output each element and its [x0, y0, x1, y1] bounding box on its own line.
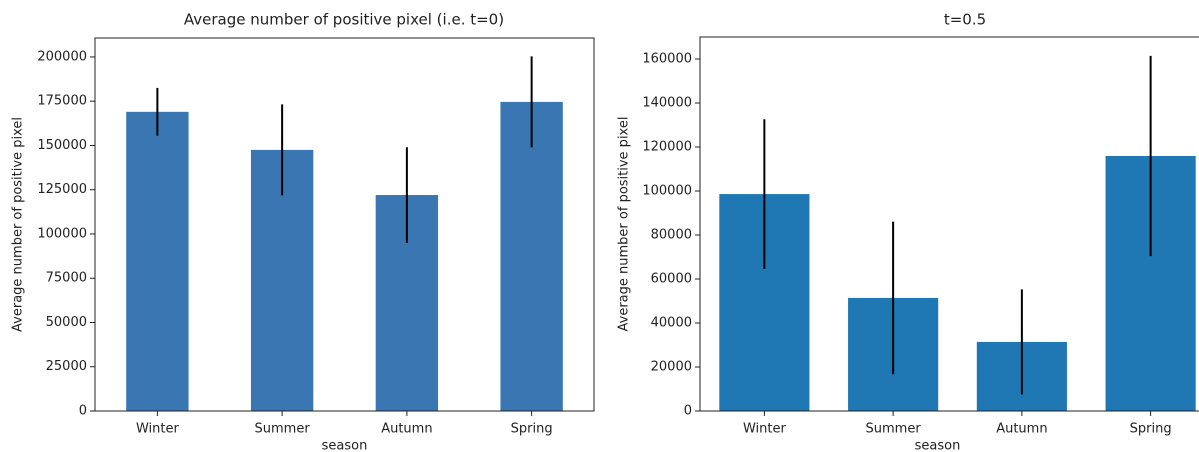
y-tick-label: 175000 — [37, 94, 87, 109]
y-axis-label: Average number of positive pixel — [11, 117, 26, 332]
x-tick-label: Winter — [136, 422, 180, 437]
chart-title: t=0.5 — [944, 11, 986, 29]
x-tick-label: Winter — [743, 422, 787, 437]
chart: t=0.5 0 20000 40000 60000 80000 100000 120000 14… — [617, 11, 1199, 452]
y-tick-label: 25000 — [46, 359, 87, 374]
y-tick-label: 100000 — [642, 184, 692, 199]
x-tick-label: Spring — [511, 422, 553, 437]
y-tick-label: 20000 — [651, 360, 692, 375]
y-tick-label: 140000 — [642, 96, 692, 111]
x-tick-label: Spring — [1130, 422, 1172, 437]
y-tick-label: 100000 — [37, 226, 87, 241]
plot-frame — [94, 37, 595, 412]
chart: Average number of positive pixel (i.e. t… — [11, 11, 595, 452]
bar — [126, 111, 189, 411]
x-axis-label: season — [915, 439, 961, 452]
y-tick-label: 0 — [684, 404, 692, 419]
y-tick-label: 40000 — [651, 316, 692, 331]
y-tick-label: 120000 — [642, 140, 692, 155]
y-tick-label: 60000 — [651, 272, 692, 287]
chart-title: Average number of positive pixel (i.e. t… — [184, 11, 504, 29]
x-tick-label: Summer — [255, 422, 311, 437]
y-tick-label: 125000 — [37, 182, 87, 197]
x-tick-label: Summer — [866, 422, 922, 437]
y-tick-label: 0 — [79, 404, 87, 419]
y-tick-label: 200000 — [37, 49, 87, 64]
bar — [500, 101, 563, 412]
plot-frame — [699, 36, 1199, 412]
y-tick-label: 160000 — [642, 52, 692, 67]
y-tick-label: 150000 — [37, 138, 87, 153]
y-tick-label: 80000 — [651, 228, 692, 243]
x-tick-label: Autumn — [381, 422, 432, 437]
x-tick-label: Autumn — [996, 422, 1047, 437]
y-tick-label: 75000 — [46, 271, 87, 286]
y-tick-label: 50000 — [46, 315, 87, 330]
y-axis-label: Average number of positive pixel — [617, 117, 632, 332]
x-axis-label: season — [322, 439, 368, 452]
